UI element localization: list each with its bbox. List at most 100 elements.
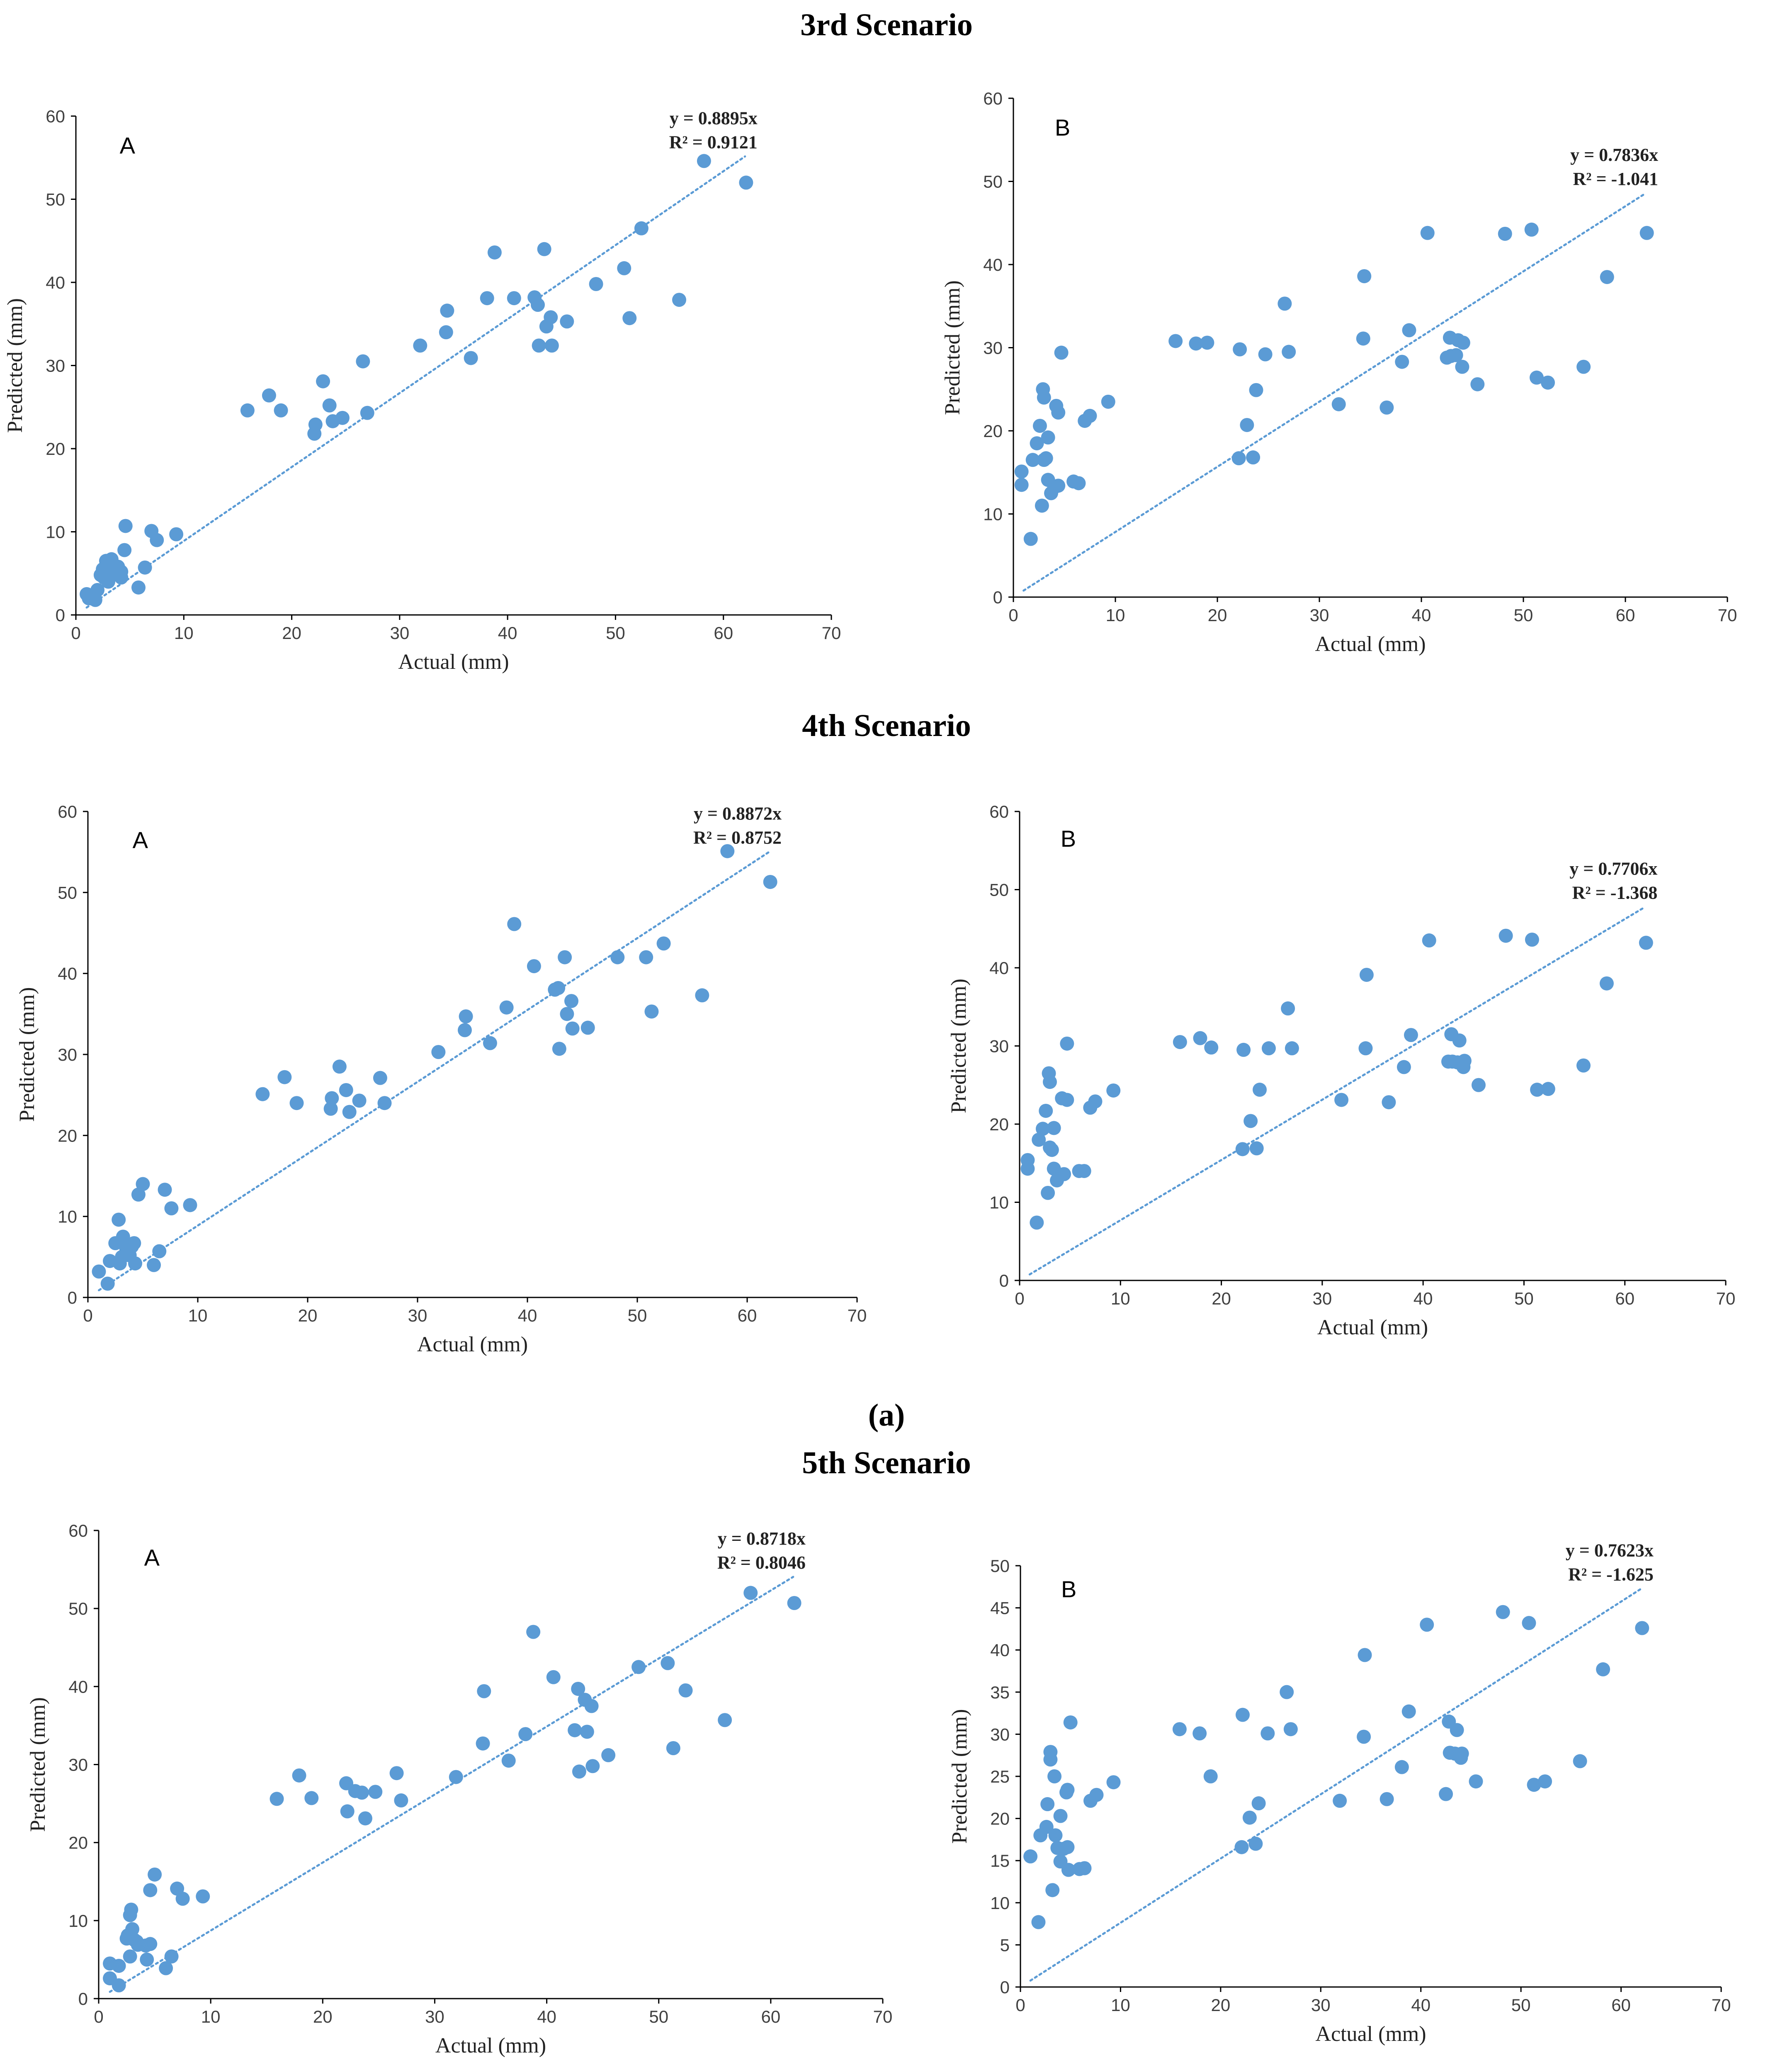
chart-s4B-data-point (1457, 1054, 1472, 1068)
chart-3rd-scenario-B: 0 10 20 30 40 50 60 70 0 10 20 30 40 50 60 Actual (mm) P… (941, 89, 1737, 656)
chart-s3A-y-tick-label: 0 (56, 605, 65, 625)
chart-s5B-data-point (1048, 1828, 1063, 1843)
chart-s4A-x-tick-label: 60 (738, 1306, 757, 1325)
chart-s3B-x-tick-label: 70 (1718, 605, 1737, 625)
chart-s5A-data-point (787, 1596, 801, 1610)
chart-s5A-data-point (389, 1766, 404, 1781)
chart-s4B-x-tick-label: 30 (1312, 1289, 1332, 1308)
chart-s4B-data-point (1106, 1083, 1121, 1098)
chart-s3B-r-squared: R² = -1.041 (1573, 169, 1658, 189)
chart-s4A-data-point (377, 1096, 392, 1110)
chart-s3A-data-point (480, 291, 494, 306)
chart-s3B-data-point (1023, 532, 1038, 546)
chart-s5B-x-tick-label: 20 (1211, 1995, 1230, 2015)
chart-s4A-data-point (564, 994, 578, 1008)
chart-s5A-data-point (476, 1736, 490, 1751)
chart-s4B-y-tick-label: 50 (989, 880, 1009, 900)
chart-s3A-x-tick-label: 40 (498, 623, 517, 643)
chart-s3A-data-point (617, 261, 631, 275)
chart-s4B-y-tick-label: 60 (989, 802, 1009, 821)
chart-s5B-data-point (1063, 1715, 1078, 1730)
chart-s5B-data-point (1031, 1915, 1046, 1929)
chart-s4A-data-point (695, 988, 709, 1003)
chart-s5B-data-point (1522, 1616, 1536, 1630)
chart-s5A-data-point (666, 1741, 680, 1755)
chart-s5A-data-point (449, 1770, 463, 1784)
chart-s4A-data-point (323, 1101, 338, 1116)
chart-s5A-data-point (631, 1660, 646, 1674)
chart-s5B-x-tick-label: 30 (1311, 1995, 1331, 2015)
chart-s4B-data-point (1541, 1082, 1555, 1096)
chart-s4A-trendline (98, 851, 770, 1292)
chart-s3B-y-tick-label: 60 (983, 89, 1003, 108)
chart-s3B-data-point (1282, 345, 1296, 359)
chart-s3A-x-tick-label: 30 (390, 623, 409, 643)
chart-s3B-y-tick-label: 0 (993, 588, 1003, 607)
chart-s4B-data-point (1035, 1122, 1050, 1136)
chart-s4B-x-tick-label: 10 (1111, 1289, 1130, 1308)
chart-s5A-data-point (340, 1804, 355, 1819)
chart-s3A-x-tick-label: 70 (822, 623, 841, 643)
chart-s3B-x-tick-label: 0 (1008, 605, 1018, 625)
chart-s5B-y-tick-label: 10 (990, 1893, 1010, 1913)
chart-s3B-data-point (1449, 348, 1463, 362)
chart-s5B-data-point (1203, 1769, 1218, 1783)
chart-s5A-data-point (477, 1684, 491, 1698)
chart-s4A-data-point (116, 1229, 130, 1244)
chart-s4B-data-point (1020, 1161, 1035, 1176)
chart-s4B-data-point (1047, 1121, 1061, 1135)
chart-s4B-data-point (1041, 1185, 1055, 1200)
chart-4th-scenario-B: 0 10 20 30 40 50 60 70 0 10 20 30 40 50 60 Actual (mm) P… (947, 802, 1735, 1339)
chart-s4A-data-point (152, 1244, 167, 1258)
chart-s5B-y-axis-label: Predicted (mm) (948, 1709, 972, 1844)
chart-s3A-data-point (262, 388, 276, 403)
chart-s3B-data-point (1168, 334, 1183, 348)
chart-s3A-data-point (544, 338, 559, 353)
chart-s3A-data-point (118, 519, 133, 533)
chart-s5A-data-point (743, 1586, 758, 1600)
chart-s4B-equation: y = 0.7706x (1569, 858, 1657, 879)
chart-s3A-data-point (531, 298, 545, 312)
chart-s3A-data-point (90, 583, 105, 597)
chart-s5B-data-point (1234, 1840, 1249, 1854)
chart-s5A-data-point (585, 1759, 600, 1773)
chart-s5A-data-point (125, 1922, 140, 1936)
chart-s5A-x-tick-label: 20 (313, 2007, 333, 2026)
heading-3rd-scenario: 3rd Scenario (800, 7, 973, 42)
chart-s5B-equation: y = 0.7623x (1566, 1540, 1654, 1561)
chart-s4A-x-axis-label: Actual (mm) (417, 1333, 528, 1356)
chart-s3A-r-squared: R² = 0.9121 (669, 132, 758, 152)
chart-s3B-data-point (1054, 345, 1069, 360)
chart-s5B-data-point (1045, 1883, 1060, 1897)
chart-s3B-data-point (1032, 418, 1047, 433)
chart-s4B-x-tick-label: 50 (1514, 1289, 1534, 1308)
chart-s5B-data-point (1023, 1849, 1038, 1864)
chart-s4B-data-point (1088, 1094, 1103, 1109)
chart-s4A-x-tick-label: 70 (848, 1306, 867, 1325)
chart-s3B-y-tick-label: 30 (983, 338, 1003, 358)
chart-s5A-data-point (580, 1725, 594, 1739)
chart-s3B-data-point (1051, 479, 1066, 493)
chart-s3B-data-point (1529, 370, 1544, 385)
chart-s4B-data-point (1499, 928, 1513, 943)
chart-s5A-data-point (601, 1748, 616, 1762)
chart-s4B-data-point (1236, 1042, 1251, 1057)
chart-4th-scenario-A: 0 10 20 30 40 50 60 70 0 10 20 30 40 50 60 Actual (mm) P… (15, 802, 867, 1356)
chart-s3A-data-point (413, 338, 427, 353)
chart-s5A-y-tick-label: 10 (68, 1911, 88, 1931)
chart-s4A-x-tick-label: 50 (628, 1306, 647, 1325)
chart-s4A-data-point (325, 1091, 339, 1105)
chart-s3B-data-point (1233, 342, 1247, 357)
chart-s4B-data-point (1382, 1095, 1396, 1110)
chart-s3A-y-tick-label: 20 (46, 439, 65, 459)
chart-s4A-data-point (342, 1105, 357, 1119)
chart-s4B-data-point (1060, 1093, 1074, 1107)
chart-s4A-data-point (136, 1177, 150, 1191)
chart-s4B-y-tick-label: 20 (989, 1115, 1009, 1134)
chart-s5B-data-point (1040, 1797, 1055, 1812)
chart-s3A-data-point (114, 564, 129, 579)
chart-s3B-data-point (1025, 453, 1040, 467)
chart-s3B-data-point (1246, 450, 1261, 465)
chart-s5A-x-tick-label: 10 (201, 2007, 221, 2026)
